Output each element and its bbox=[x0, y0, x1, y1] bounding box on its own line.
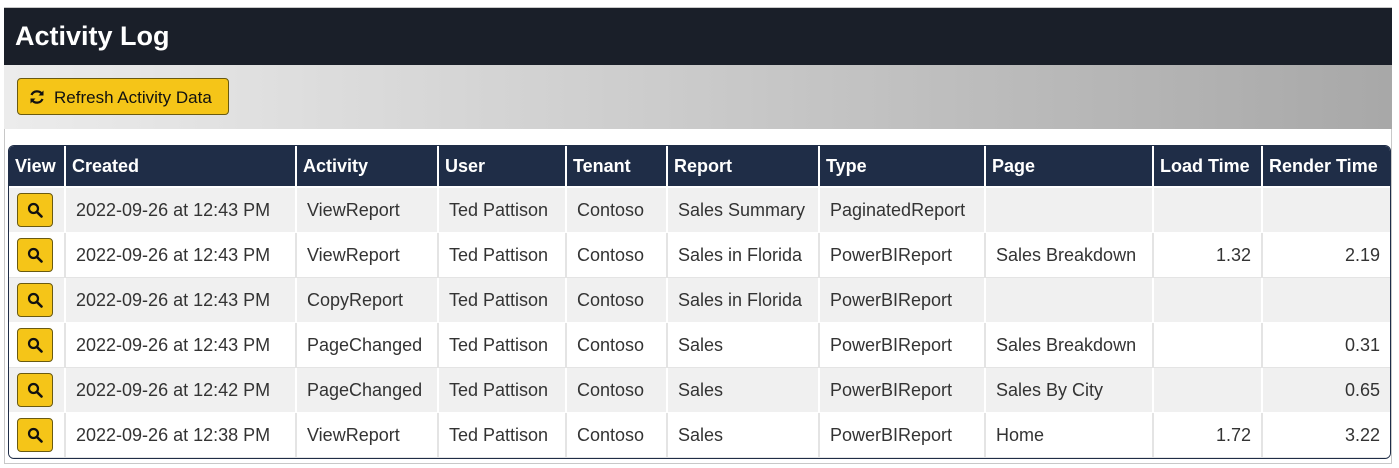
table-cell: 2.19 bbox=[1263, 233, 1390, 278]
table-cell: 2022-09-26 at 12:42 PM bbox=[66, 368, 297, 413]
table-cell: Sales By City bbox=[986, 368, 1154, 413]
view-button[interactable] bbox=[17, 283, 53, 317]
table-cell: 3.22 bbox=[1263, 413, 1390, 458]
view-cell bbox=[9, 368, 66, 413]
table-cell: 1.72 bbox=[1154, 413, 1263, 458]
search-icon bbox=[27, 427, 43, 443]
search-icon bbox=[27, 337, 43, 353]
column-header: Report bbox=[668, 146, 820, 188]
table-row: 2022-09-26 at 12:42 PM PageChanged Ted Pat… bbox=[9, 368, 1390, 413]
table-row: 2022-09-26 at 12:43 PM ViewReport Ted Patt… bbox=[9, 233, 1390, 278]
table-cell: Sales bbox=[668, 413, 820, 458]
table-cell: PowerBIReport bbox=[820, 233, 986, 278]
table-cell: Ted Pattison bbox=[439, 368, 567, 413]
table-cell: Contoso bbox=[567, 323, 668, 368]
header-row: View Created Activity User Tenant Report Type P… bbox=[9, 146, 1390, 188]
table-cell: Ted Pattison bbox=[439, 233, 567, 278]
table-cell: Sales Summary bbox=[668, 188, 820, 233]
table-cell: 0.31 bbox=[1263, 323, 1390, 368]
view-button[interactable] bbox=[17, 418, 53, 452]
table-cell: 2022-09-26 at 12:43 PM bbox=[66, 278, 297, 323]
view-cell bbox=[9, 323, 66, 368]
search-icon bbox=[27, 292, 43, 308]
activity-table: View Created Activity User Tenant Report Type P… bbox=[8, 145, 1391, 459]
table-cell: Ted Pattison bbox=[439, 323, 567, 368]
view-button[interactable] bbox=[17, 193, 53, 227]
frame bbox=[4, 7, 1392, 464]
column-header: Page bbox=[986, 146, 1154, 188]
table-body: 2022-09-26 at 12:43 PM ViewReport Ted Patt… bbox=[9, 188, 1390, 458]
table-cell bbox=[1154, 368, 1263, 413]
table-cell bbox=[986, 188, 1154, 233]
refresh-icon bbox=[30, 90, 44, 104]
view-cell bbox=[9, 188, 66, 233]
table-cell bbox=[1154, 188, 1263, 233]
table-cell: 2022-09-26 at 12:38 PM bbox=[66, 413, 297, 458]
search-icon bbox=[27, 247, 43, 263]
refresh-button[interactable]: Refresh Activity Data bbox=[17, 78, 229, 115]
view-button[interactable] bbox=[17, 373, 53, 407]
search-icon bbox=[27, 382, 43, 398]
table-cell: Ted Pattison bbox=[439, 188, 567, 233]
table-cell: PowerBIReport bbox=[820, 413, 986, 458]
table-cell bbox=[1263, 188, 1390, 233]
table-cell bbox=[986, 278, 1154, 323]
column-header: Load Time bbox=[1154, 146, 1263, 188]
table-cell: 2022-09-26 at 12:43 PM bbox=[66, 233, 297, 278]
header-bar: Activity Log bbox=[4, 8, 1392, 65]
table-cell: Contoso bbox=[567, 233, 668, 278]
table-cell: PowerBIReport bbox=[820, 278, 986, 323]
table-row: 2022-09-26 at 12:43 PM PageChanged Ted Pat… bbox=[9, 323, 1390, 368]
table-cell: PowerBIReport bbox=[820, 323, 986, 368]
table-cell: PageChanged bbox=[297, 368, 439, 413]
table-cell: Sales Breakdown bbox=[986, 323, 1154, 368]
column-header: User bbox=[439, 146, 567, 188]
view-button[interactable] bbox=[17, 328, 53, 362]
table-cell: CopyReport bbox=[297, 278, 439, 323]
table-cell: Ted Pattison bbox=[439, 413, 567, 458]
table-cell: Home bbox=[986, 413, 1154, 458]
table-cell: Sales Breakdown bbox=[986, 233, 1154, 278]
table-cell: Sales bbox=[668, 323, 820, 368]
table-cell: ViewReport bbox=[297, 233, 439, 278]
column-header: Tenant bbox=[567, 146, 668, 188]
toolbar bbox=[4, 65, 1392, 129]
table-cell: PowerBIReport bbox=[820, 368, 986, 413]
column-header: Type bbox=[820, 146, 986, 188]
table-cell bbox=[1154, 323, 1263, 368]
table-cell: 2022-09-26 at 12:43 PM bbox=[66, 323, 297, 368]
table-cell: PaginatedReport bbox=[820, 188, 986, 233]
column-header: Render Time bbox=[1263, 146, 1390, 188]
table-cell bbox=[1154, 278, 1263, 323]
view-cell bbox=[9, 233, 66, 278]
table-cell: 1.32 bbox=[1154, 233, 1263, 278]
view-cell bbox=[9, 413, 66, 458]
table-cell: Contoso bbox=[567, 278, 668, 323]
table-row: 2022-09-26 at 12:38 PM ViewReport Ted Patt… bbox=[9, 413, 1390, 458]
table-cell: Sales in Florida bbox=[668, 233, 820, 278]
table-cell: ViewReport bbox=[297, 188, 439, 233]
table-row: 2022-09-26 at 12:43 PM CopyReport Ted Patt… bbox=[9, 278, 1390, 323]
refresh-label: Refresh Activity Data bbox=[54, 88, 212, 107]
column-header: View bbox=[9, 146, 66, 188]
table-cell: Contoso bbox=[567, 413, 668, 458]
table-cell bbox=[1263, 278, 1390, 323]
table-cell: PageChanged bbox=[297, 323, 439, 368]
table-cell: Sales in Florida bbox=[668, 278, 820, 323]
table-cell: 0.65 bbox=[1263, 368, 1390, 413]
column-header: Created bbox=[66, 146, 297, 188]
table-cell: ViewReport bbox=[297, 413, 439, 458]
table-row: 2022-09-26 at 12:43 PM ViewReport Ted Patt… bbox=[9, 188, 1390, 233]
table-cell: Contoso bbox=[567, 188, 668, 233]
table-cell: Contoso bbox=[567, 368, 668, 413]
page-title: Activity Log bbox=[15, 21, 170, 51]
column-header: Activity bbox=[297, 146, 439, 188]
search-icon bbox=[27, 202, 43, 218]
view-button[interactable] bbox=[17, 238, 53, 272]
table-cell: 2022-09-26 at 12:43 PM bbox=[66, 188, 297, 233]
table-cell: Ted Pattison bbox=[439, 278, 567, 323]
view-cell bbox=[9, 278, 66, 323]
table-cell: Sales bbox=[668, 368, 820, 413]
